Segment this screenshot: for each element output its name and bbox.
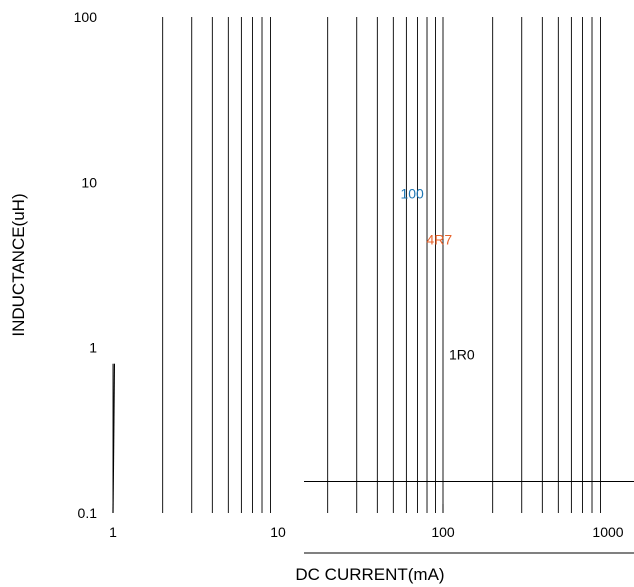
x-axis-title: DC CURRENT(mA) <box>295 565 444 584</box>
y-axis-title: INDUCTANCE(uH) <box>9 193 28 336</box>
y-axis-ticks: 0.1 1 10 100 <box>74 9 98 521</box>
gridlines <box>112 17 601 513</box>
series-labels: 100 4R7 1R0 <box>400 185 474 362</box>
series-label-100: 100 <box>400 185 424 201</box>
x-tick-label-1000: 1000 <box>592 524 623 540</box>
x-axis-ticks: 1 10 100 1000 <box>109 504 624 540</box>
annotations <box>112 363 634 514</box>
y-tick-label-1: 1 <box>89 340 97 356</box>
series-label-4r7: 4R7 <box>426 232 452 248</box>
x-tick-label-1: 1 <box>109 524 117 540</box>
curve-segment <box>112 363 116 514</box>
x-tick-label-100: 100 <box>431 524 455 540</box>
y-tick-label-0.1: 0.1 <box>78 505 98 521</box>
y-tick-label-10: 10 <box>81 174 97 190</box>
y-tick-label-100: 100 <box>74 9 98 25</box>
series-label-1r0: 1R0 <box>449 346 475 362</box>
x-tick-label-10: 10 <box>270 524 286 540</box>
